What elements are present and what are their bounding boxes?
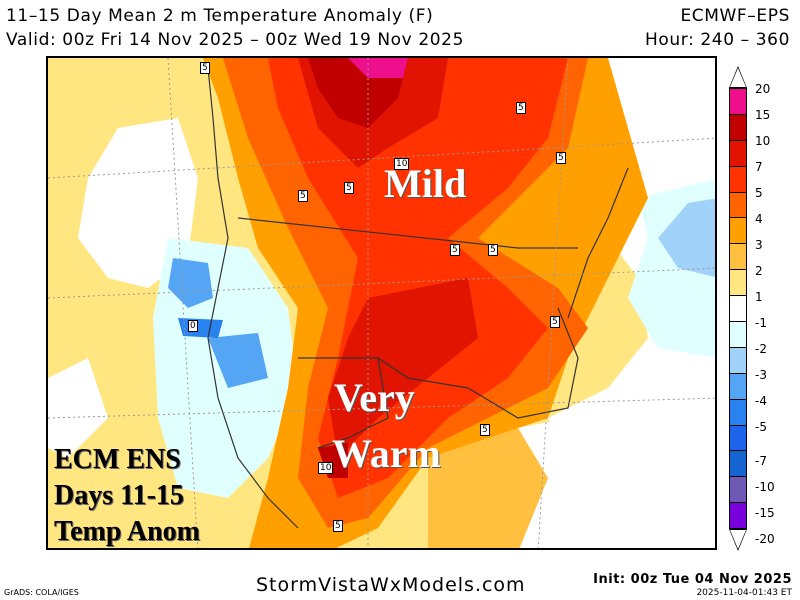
legend-label: 20 [755, 82, 771, 96]
legend-label: -3 [755, 368, 767, 382]
legend-swatch [729, 269, 747, 296]
contour-label: 5 [556, 152, 566, 164]
legend-label: 1 [755, 290, 763, 304]
legend-swatch [729, 372, 747, 399]
legend-label: 3 [755, 238, 763, 252]
legend-label: -20 [755, 532, 775, 546]
annotation-mild: Mild [384, 161, 467, 206]
legend-swatch [729, 165, 747, 192]
legend-label: 4 [755, 212, 763, 226]
legend-label: -2 [755, 342, 767, 356]
annotation-very: Very [334, 375, 415, 420]
chart-title: 11–15 Day Mean 2 m Temperature Anomaly (… [6, 6, 434, 26]
forecast-hour-range: Hour: 240 – 360 [645, 30, 790, 50]
annotation-days: Days 11-15 [54, 480, 184, 511]
valid-period: Valid: 00z Fri 14 Nov 2025 – 00z Wed 19 … [6, 30, 465, 50]
legend-swatch [729, 217, 747, 244]
legend-label: -10 [755, 480, 775, 494]
temperature-anomaly-map: 5 5 5 10 5 5 5 5 5 5 10 5 0 Mild Very Wa… [46, 56, 717, 550]
contour-label: 5 [344, 182, 354, 194]
annotation-temp-anom: Temp Anom [54, 516, 201, 547]
legend-label: 5 [755, 186, 763, 200]
anomaly-field [48, 58, 715, 548]
contour-label: 0 [188, 320, 198, 332]
legend-label: -15 [755, 506, 775, 520]
legend-swatch [729, 295, 747, 322]
contour-label: 5 [488, 244, 498, 256]
legend-swatch [729, 321, 747, 347]
contour-label: 5 [298, 190, 308, 202]
legend-swatch [729, 398, 747, 425]
legend-swatches [729, 88, 747, 530]
website-label: StormVistaWxModels.com [256, 574, 526, 596]
legend-swatch [729, 113, 747, 140]
legend-min-arrow-icon [729, 529, 747, 552]
legend-label: -4 [755, 394, 767, 408]
legend-label: 7 [755, 160, 763, 174]
legend-label: 15 [755, 108, 771, 122]
legend-swatch [729, 450, 747, 477]
model-name: ECMWF–EPS [680, 6, 790, 26]
contour-label: 5 [550, 316, 560, 328]
legend-swatch [729, 424, 747, 451]
legend-swatch [729, 502, 747, 530]
contour-label: 5 [480, 424, 490, 436]
legend-swatch [729, 191, 747, 218]
color-legend [729, 66, 747, 552]
contour-label: 5 [333, 520, 343, 532]
contour-label: 10 [394, 158, 410, 170]
legend-swatch [729, 346, 747, 373]
legend-label: -5 [755, 420, 767, 434]
legend-swatch [729, 243, 747, 270]
contour-label: 5 [516, 102, 526, 114]
contour-label: 10 [318, 462, 334, 474]
legend-swatch [729, 88, 747, 114]
generated-timestamp: 2025-11-04-01:43 ET [696, 588, 792, 598]
init-time: Init: 00z Tue 04 Nov 2025 [593, 572, 792, 587]
legend-swatch [729, 139, 747, 166]
legend-label: 2 [755, 264, 763, 278]
legend-swatch [729, 476, 747, 503]
grads-credit: GrADS: COLA/IGES [4, 588, 79, 597]
legend-label: 10 [755, 134, 771, 148]
legend-max-arrow-icon [729, 66, 747, 88]
legend-label: -1 [755, 316, 767, 330]
contour-label: 5 [200, 62, 210, 74]
legend-label: -7 [755, 454, 767, 468]
annotation-ecm-ens: ECM ENS [54, 444, 181, 475]
annotation-warm: Warm [332, 431, 441, 476]
contour-label: 5 [450, 244, 460, 256]
